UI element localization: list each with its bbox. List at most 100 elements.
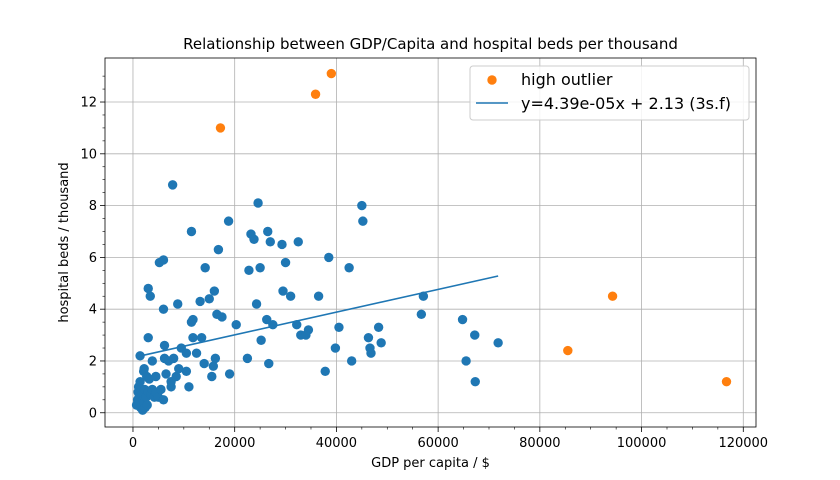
data-point [186, 226, 197, 237]
data-point [313, 291, 324, 301]
data-point [457, 314, 468, 325]
data-point [244, 265, 254, 276]
data-point [171, 371, 181, 382]
data-point [358, 216, 368, 226]
data-point [156, 384, 166, 395]
data-point [249, 234, 259, 244]
data-point [470, 330, 480, 340]
data-point [223, 216, 234, 226]
points-layer [131, 68, 732, 415]
data-point [181, 366, 192, 377]
data-point [191, 348, 202, 358]
y-tick-label: 6 [89, 251, 97, 266]
data-point [199, 358, 209, 369]
y-tick-label: 8 [89, 199, 97, 214]
data-point [280, 257, 291, 268]
legend: high outlier y=4.39e-05x + 2.13 (3s.f) [469, 65, 750, 121]
legend-box [469, 65, 750, 121]
outlier-point [721, 376, 732, 387]
data-point [320, 366, 330, 377]
data-point [265, 237, 275, 247]
data-point [158, 304, 169, 314]
data-point [256, 335, 266, 345]
data-point [207, 371, 217, 382]
legend-outlier-marker [487, 75, 497, 85]
data-point [135, 351, 145, 361]
data-point [251, 299, 262, 309]
x-axis-label: GDP per capita / $ [371, 456, 490, 471]
x-tick-label: 40000 [316, 436, 357, 451]
data-point [135, 376, 145, 387]
y-tick-label: 4 [89, 303, 97, 318]
data-point [196, 332, 207, 343]
data-point [181, 348, 192, 358]
data-point [346, 356, 357, 366]
data-point [210, 353, 221, 364]
data-point [461, 356, 471, 366]
data-point [231, 320, 241, 330]
data-point [278, 286, 288, 296]
x-tick-label: 20000 [214, 436, 255, 451]
outlier-point [563, 345, 573, 356]
data-point [242, 353, 253, 364]
y-tick-label: 12 [80, 96, 97, 111]
data-point [255, 263, 265, 273]
data-point [158, 255, 169, 265]
data-point [145, 291, 155, 301]
data-point [285, 291, 296, 301]
data-point [224, 369, 235, 379]
data-point [264, 358, 274, 369]
data-point [293, 237, 303, 247]
data-point [217, 312, 227, 322]
data-point [195, 296, 205, 307]
data-point [324, 252, 334, 263]
data-point [363, 332, 374, 343]
y-tick-label: 10 [80, 147, 97, 162]
data-point [143, 283, 153, 294]
outlier-point [326, 68, 337, 79]
y-tick-label: 0 [89, 406, 97, 421]
data-point [188, 332, 198, 343]
chart-title: Relationship between GDP/Capita and hosp… [183, 35, 678, 53]
data-point [373, 322, 384, 333]
x-tick-label: 60000 [417, 436, 458, 451]
axis-layer: 0 20000 40000 60000 80000 100000 120000 0 2 4 6 8 10… [80, 57, 768, 451]
data-point [139, 364, 149, 374]
x-tick-label: 120000 [718, 436, 768, 451]
data-point [158, 395, 169, 405]
data-point [357, 200, 367, 211]
data-point [168, 353, 179, 364]
x-tick-label: 0 [129, 436, 137, 451]
data-point [200, 263, 210, 273]
data-point [143, 332, 153, 343]
data-point [330, 343, 341, 353]
data-point [253, 198, 263, 208]
legend-label-trend: y=4.39e-05x + 2.13 (3s.f) [521, 94, 731, 113]
data-point [147, 356, 157, 366]
plot-frame [104, 57, 757, 428]
outlier-point [215, 123, 226, 133]
data-point [173, 299, 183, 309]
data-point [334, 322, 344, 333]
data-point [268, 320, 278, 330]
x-tick-label: 100000 [617, 436, 667, 451]
y-tick-label: 2 [89, 354, 97, 369]
data-point [209, 286, 220, 296]
data-point [208, 361, 219, 371]
data-point [470, 376, 480, 387]
data-point [213, 244, 224, 255]
data-point [376, 338, 386, 348]
data-point [142, 400, 152, 410]
data-point [161, 369, 171, 379]
data-point [416, 309, 427, 320]
y-axis-label: hospital beds / thousand [57, 162, 72, 322]
data-point [204, 294, 214, 304]
data-point [159, 340, 170, 351]
x-tick-label: 80000 [519, 436, 560, 451]
outlier-point [607, 291, 618, 301]
data-point [167, 180, 178, 190]
data-point [418, 291, 429, 301]
data-point [303, 325, 314, 335]
data-point [184, 382, 194, 392]
data-point [292, 320, 302, 330]
